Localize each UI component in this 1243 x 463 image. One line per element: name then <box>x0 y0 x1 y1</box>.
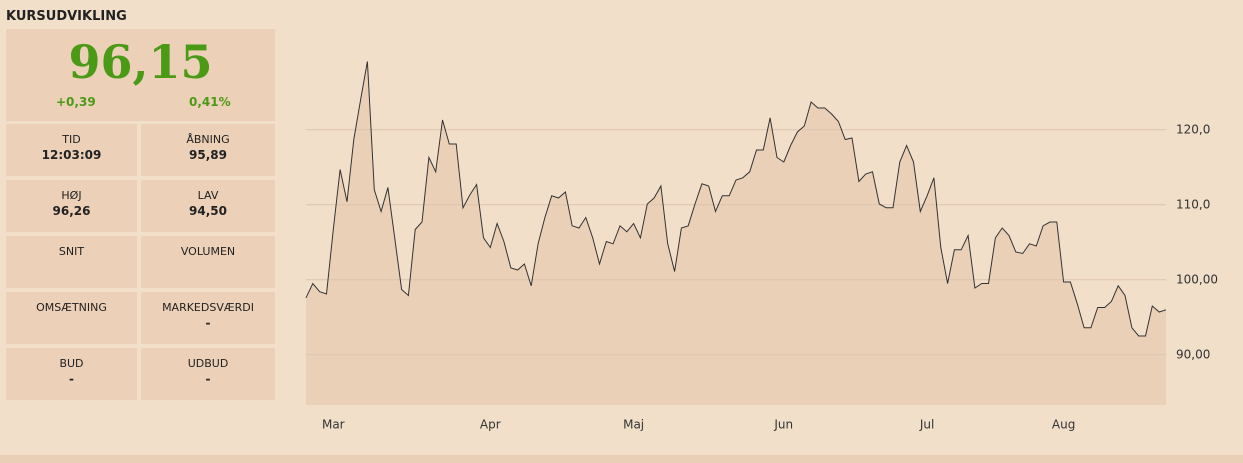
change: +0,39 <box>56 95 96 109</box>
x-tick-label: Jul <box>919 418 934 432</box>
field-value: 12:03:09 <box>41 148 102 162</box>
panel-title: KURSUDVIKLING <box>6 9 127 24</box>
field-cell: VOLUMEN <box>141 236 275 288</box>
field-value: 96,26 <box>52 204 91 218</box>
field-label: TID <box>62 133 81 146</box>
y-tick-label: 100,00 <box>1176 272 1218 286</box>
field-cell: LAV 94,50 <box>141 180 275 232</box>
field-value: 95,89 <box>189 148 227 162</box>
y-tick-label: 90,00 <box>1176 347 1210 361</box>
change-pct: 0,41% <box>189 95 231 109</box>
field-cell: TID 12:03:09 <box>6 124 137 176</box>
x-tick-label: Jun <box>773 418 793 432</box>
footer-strip <box>0 455 1243 463</box>
y-tick-label: 110,0 <box>1176 197 1210 211</box>
field-cell: OMSÆTNING <box>6 292 137 344</box>
field-cell: UDBUD - <box>141 348 275 400</box>
field-cell: ÅBNING 95,89 <box>141 124 275 176</box>
field-label: MARKEDSVÆRDI <box>162 301 254 314</box>
field-cell: SNIT <box>6 236 137 288</box>
field-value: - <box>205 372 211 386</box>
field-value: - <box>205 316 211 330</box>
x-tick-label: Mar <box>322 418 345 432</box>
field-value: - <box>69 372 74 386</box>
field-label: UDBUD <box>187 357 229 370</box>
price: 96,15 <box>68 35 213 89</box>
field-label: ÅBNING <box>186 133 230 146</box>
field-cell: BUD - <box>6 348 137 400</box>
price-line <box>305 61 1167 337</box>
field-value: 94,50 <box>189 204 227 218</box>
field-label: SNIT <box>58 245 85 258</box>
field-label: HØJ <box>61 189 82 202</box>
field-label: OMSÆTNING <box>36 301 107 314</box>
x-tick-label: Aug <box>1052 418 1075 432</box>
field-label: LAV <box>197 189 219 202</box>
price-box: 96,15 +0,39 0,41% <box>6 29 275 121</box>
field-label: VOLUMEN <box>180 245 236 258</box>
field-cell: HØJ 96,26 <box>6 180 137 232</box>
y-tick-label: 120,0 <box>1176 122 1210 136</box>
x-tick-label: Maj <box>623 418 644 432</box>
field-cell: MARKEDSVÆRDI - <box>141 292 275 344</box>
x-tick-label: Apr <box>480 418 501 432</box>
field-label: BUD <box>59 357 84 370</box>
area-fill <box>306 61 1166 405</box>
